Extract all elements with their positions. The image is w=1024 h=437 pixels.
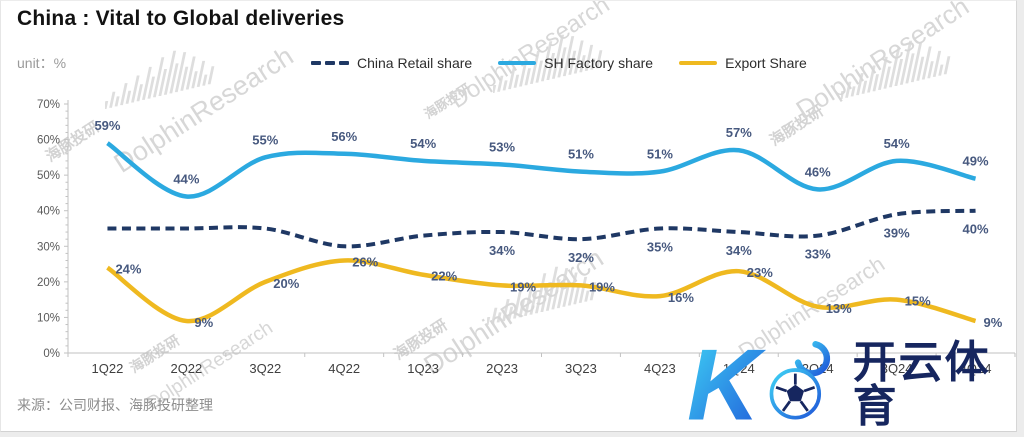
data-label: 16% bbox=[668, 290, 694, 305]
data-label: 51% bbox=[647, 147, 673, 162]
data-label: 9% bbox=[984, 315, 1003, 330]
y-tick-label: 0% bbox=[43, 348, 60, 360]
data-label: 19% bbox=[510, 279, 536, 294]
unit-label: unit：% bbox=[17, 55, 67, 71]
data-label: 19% bbox=[589, 279, 615, 294]
x-tick-label: 1Q24 bbox=[723, 361, 755, 376]
data-label: 56% bbox=[331, 129, 357, 144]
x-tick-label: 3Q23 bbox=[565, 361, 597, 376]
series-line-china-retail-share bbox=[107, 208, 976, 249]
data-label: 9% bbox=[194, 315, 213, 330]
kaiyun-logo-letter: K bbox=[687, 330, 767, 432]
data-label: 15% bbox=[905, 294, 931, 309]
data-label: 34% bbox=[489, 243, 515, 258]
x-tick-label: 3Q24 bbox=[881, 361, 913, 376]
kaiyun-watermark: K 开云体育 kaiyun.com bbox=[687, 329, 1016, 432]
data-label: 13% bbox=[826, 301, 852, 316]
data-label: 40% bbox=[963, 222, 989, 237]
dashed-line-swatch bbox=[311, 61, 349, 65]
x-tick-label: 4Q23 bbox=[644, 361, 676, 376]
y-tick-label: 10% bbox=[37, 312, 60, 324]
solid-line-swatch bbox=[498, 61, 537, 65]
data-label: 39% bbox=[884, 225, 910, 240]
data-label: 23% bbox=[747, 265, 773, 280]
data-label: 57% bbox=[726, 125, 752, 140]
y-tick-label: 30% bbox=[37, 241, 60, 253]
page-title: China : Vital to Global deliveries bbox=[17, 7, 345, 30]
legend-item-china-retail-share: China Retail share bbox=[311, 55, 472, 71]
data-label: 51% bbox=[568, 147, 594, 162]
y-tick-label: 60% bbox=[37, 135, 60, 147]
data-label: 32% bbox=[568, 250, 594, 265]
x-tick-label: 1Q22 bbox=[92, 361, 124, 376]
x-tick-label: 2Q22 bbox=[170, 361, 202, 376]
y-tick-label: 70% bbox=[37, 99, 60, 111]
x-tick-label: 2Q23 bbox=[486, 361, 518, 376]
source-note: 来源：公司财报、海豚投研整理 bbox=[17, 397, 213, 413]
data-label: 49% bbox=[963, 154, 989, 169]
data-label: 55% bbox=[252, 132, 278, 147]
data-label: 22% bbox=[431, 269, 457, 284]
kaiyun-text-block: 开云体育 kaiyun.com bbox=[852, 338, 1016, 431]
logo-swirl bbox=[794, 341, 831, 377]
x-tick-label: 4Q22 bbox=[328, 361, 360, 376]
y-tick-label: 20% bbox=[37, 277, 60, 289]
legend-label: Export Share bbox=[725, 55, 807, 71]
y-tick-label: 40% bbox=[37, 206, 60, 218]
kaiyun-brand-name: 开云体育 bbox=[852, 338, 991, 431]
y-tick-label: 50% bbox=[37, 170, 60, 182]
data-label: 34% bbox=[726, 243, 752, 258]
data-label: 20% bbox=[273, 276, 299, 291]
legend-label: SH Factory share bbox=[544, 55, 654, 71]
kaiyun-logo: K bbox=[687, 330, 831, 432]
data-label: 26% bbox=[352, 255, 378, 270]
soccer-ball-icon bbox=[769, 368, 822, 420]
x-tick-label: 1Q23 bbox=[407, 361, 439, 376]
data-label: 54% bbox=[410, 136, 436, 151]
data-label: 24% bbox=[115, 262, 141, 277]
legend-item-sh-factory-share: SH Factory share bbox=[498, 55, 653, 71]
data-label: 59% bbox=[94, 118, 120, 133]
legend: China Retail share SH Factory share Expo… bbox=[311, 55, 807, 71]
data-label: 53% bbox=[489, 139, 515, 154]
data-label: 35% bbox=[647, 240, 673, 255]
solid-line-swatch bbox=[679, 61, 718, 65]
legend-item-export-share: Export Share bbox=[679, 55, 807, 71]
series-line-sh-factory-share bbox=[106, 141, 977, 199]
legend-label: China Retail share bbox=[357, 55, 473, 71]
x-tick-label: 4Q24 bbox=[960, 361, 992, 376]
data-label: 54% bbox=[884, 136, 910, 151]
data-label: 44% bbox=[173, 171, 199, 186]
data-label: 46% bbox=[805, 164, 831, 179]
x-tick-label: 3Q22 bbox=[249, 361, 281, 376]
data-label: 33% bbox=[805, 247, 831, 262]
